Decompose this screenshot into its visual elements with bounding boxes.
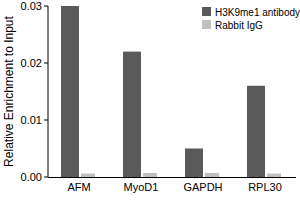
bar xyxy=(61,6,79,177)
y-tick xyxy=(44,63,48,64)
x-tick-label: AFM xyxy=(67,181,90,193)
bar xyxy=(267,174,281,177)
bar xyxy=(247,86,265,177)
legend-label: H3K9me1 antibody xyxy=(215,7,300,18)
x-tick-label: MyoD1 xyxy=(124,181,159,193)
bar xyxy=(205,173,219,177)
chart-svg: 0.00 0.01 0.02 0.03 AFM MyoD1 GAPDH RPL30 Relati… xyxy=(0,0,300,200)
y-tick xyxy=(44,177,48,178)
legend-label: Rabbit IgG xyxy=(215,20,263,31)
y-axis-title: Relative Enrichment to Input xyxy=(2,15,16,166)
bar xyxy=(81,174,95,177)
x-axis-line xyxy=(48,177,296,178)
chart-container: 0.00 0.01 0.02 0.03 AFM MyoD1 GAPDH RPL30 Relati… xyxy=(0,0,300,200)
y-tick-label: 0.00 xyxy=(21,171,42,183)
legend-swatch xyxy=(202,20,211,29)
legend: H3K9me1 antibody Rabbit IgG xyxy=(202,7,300,31)
bar xyxy=(123,52,141,177)
legend-swatch xyxy=(202,7,211,16)
bars xyxy=(61,6,281,177)
y-tick-label: 0.03 xyxy=(21,0,42,12)
y-tick-label: 0.01 xyxy=(21,114,42,126)
y-tick xyxy=(44,120,48,121)
x-tick-label: GAPDH xyxy=(183,181,222,193)
y-tick-label: 0.02 xyxy=(21,57,42,69)
y-tick xyxy=(44,6,48,7)
x-tick-label: RPL30 xyxy=(248,181,282,193)
bar xyxy=(143,173,157,177)
bar xyxy=(185,149,203,178)
y-axis-line xyxy=(48,6,49,177)
